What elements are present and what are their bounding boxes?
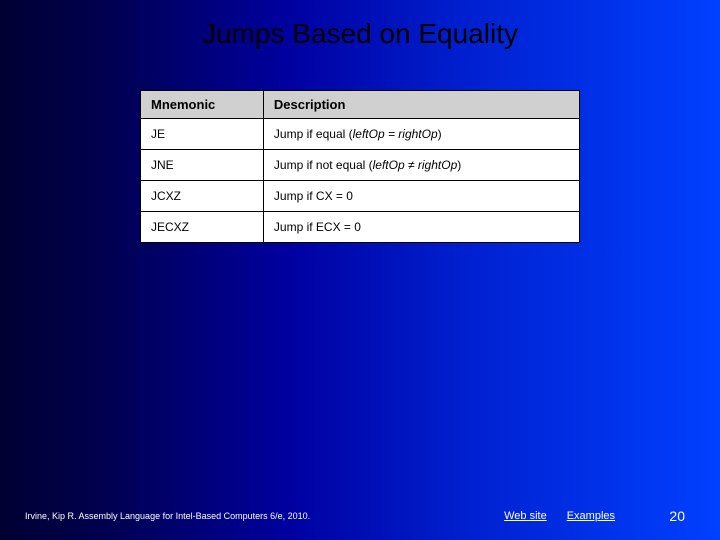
table-row: JE Jump if equal (leftOp = rightOp) <box>141 119 580 150</box>
col-mnemonic: Mnemonic <box>141 91 264 119</box>
cell-description: Jump if not equal (leftOp ≠ rightOp) <box>263 150 579 181</box>
cell-mnemonic: JNE <box>141 150 264 181</box>
mnemonic-table: Mnemonic Description JE Jump if equal (l… <box>140 90 580 243</box>
cell-mnemonic: JCXZ <box>141 181 264 212</box>
cell-mnemonic: JE <box>141 119 264 150</box>
slide-title: Jumps Based on Equality <box>0 0 720 50</box>
examples-link[interactable]: Examples <box>567 510 615 522</box>
table-row: JNE Jump if not equal (leftOp ≠ rightOp) <box>141 150 580 181</box>
cell-mnemonic: JECXZ <box>141 212 264 243</box>
col-description: Description <box>263 91 579 119</box>
cell-description: Jump if CX = 0 <box>263 181 579 212</box>
cell-description: Jump if equal (leftOp = rightOp) <box>263 119 579 150</box>
citation-text: Irvine, Kip R. Assembly Language for Int… <box>25 511 504 521</box>
table-row: JCXZ Jump if CX = 0 <box>141 181 580 212</box>
footer: Irvine, Kip R. Assembly Language for Int… <box>0 510 720 522</box>
page-number: 20 <box>669 508 685 524</box>
website-link[interactable]: Web site <box>504 510 547 522</box>
table-row: JECXZ Jump if ECX = 0 <box>141 212 580 243</box>
footer-links: Web site Examples <box>504 510 615 522</box>
cell-description: Jump if ECX = 0 <box>263 212 579 243</box>
table-header-row: Mnemonic Description <box>141 91 580 119</box>
mnemonic-table-container: Mnemonic Description JE Jump if equal (l… <box>140 90 580 243</box>
